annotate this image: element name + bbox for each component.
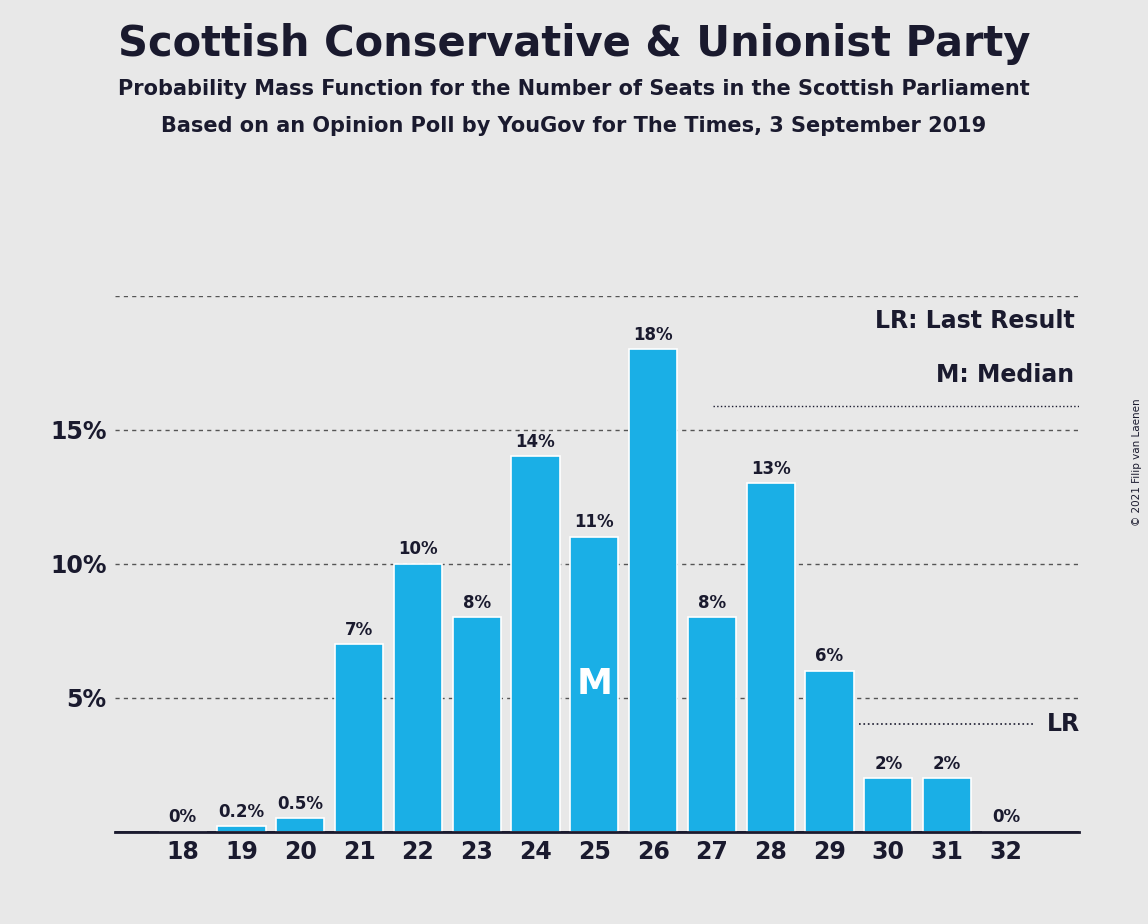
Bar [923, 778, 971, 832]
Text: 7%: 7% [346, 621, 373, 638]
Bar [629, 349, 677, 832]
Text: 8%: 8% [463, 594, 491, 612]
Text: 8%: 8% [698, 594, 726, 612]
Text: LR: LR [1047, 712, 1080, 736]
Text: Probability Mass Function for the Number of Seats in the Scottish Parliament: Probability Mass Function for the Number… [118, 79, 1030, 99]
Text: 11%: 11% [574, 514, 614, 531]
Text: 13%: 13% [751, 460, 791, 478]
Text: 0.5%: 0.5% [278, 795, 324, 813]
Text: 2%: 2% [933, 755, 961, 772]
Bar [571, 537, 619, 832]
Bar [452, 617, 501, 832]
Bar [806, 671, 854, 832]
Text: 0.2%: 0.2% [218, 803, 264, 821]
Text: Based on an Opinion Poll by YouGov for The Times, 3 September 2019: Based on an Opinion Poll by YouGov for T… [162, 116, 986, 136]
Text: 6%: 6% [815, 648, 844, 665]
Bar [335, 644, 383, 832]
Bar [217, 826, 265, 832]
Text: 10%: 10% [398, 541, 437, 558]
Text: 0%: 0% [169, 808, 196, 826]
Text: 0%: 0% [992, 808, 1019, 826]
Text: 2%: 2% [874, 755, 902, 772]
Text: 18%: 18% [634, 326, 673, 344]
Text: 14%: 14% [515, 433, 556, 451]
Bar [746, 483, 794, 832]
Text: Scottish Conservative & Unionist Party: Scottish Conservative & Unionist Party [118, 23, 1030, 65]
Text: M: M [576, 667, 612, 701]
Bar [277, 819, 325, 832]
Bar [864, 778, 913, 832]
Text: © 2021 Filip van Laenen: © 2021 Filip van Laenen [1132, 398, 1142, 526]
Bar [511, 456, 559, 832]
Bar [688, 617, 736, 832]
Text: LR: Last Result: LR: Last Result [875, 310, 1075, 333]
Bar [394, 564, 442, 832]
Text: M: Median: M: Median [936, 363, 1075, 386]
